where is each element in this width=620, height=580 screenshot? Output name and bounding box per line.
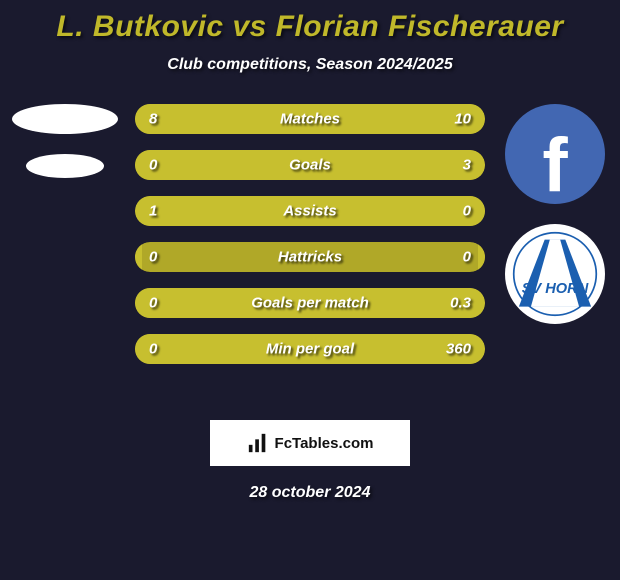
source-badge[interactable]: FcTables.com	[210, 420, 410, 466]
sv-horn-crest-icon: SV HORN	[512, 231, 598, 317]
stat-label: Goals per match	[251, 295, 369, 312]
player1-avatar-placeholder-1	[12, 104, 118, 134]
stat-right-value: 0	[463, 203, 471, 220]
stat-right-value: 0.3	[450, 295, 471, 312]
stat-row: 0 Hattricks 0	[135, 242, 485, 272]
stat-label: Goals	[289, 157, 331, 174]
stat-left-value: 0	[149, 341, 157, 358]
bar-fill-left	[135, 334, 142, 364]
stat-row: 0 Min per goal 360	[135, 334, 485, 364]
stat-left-value: 0	[149, 295, 157, 312]
facebook-icon: f	[542, 128, 567, 204]
comparison-title: L. Butkovic vs Florian Fischerauer	[0, 0, 620, 44]
stat-bars: 8 Matches 10 0 Goals 3 1 Assists 0 0 Hattricks 0 0 Go…	[135, 104, 485, 364]
bar-fill-left	[135, 288, 142, 318]
comparison-subtitle: Club competitions, Season 2024/2025	[0, 56, 620, 74]
stat-left-value: 0	[149, 249, 157, 266]
stat-row: 1 Assists 0	[135, 196, 485, 226]
bar-fill-left	[135, 242, 142, 272]
club-badge: SV HORN	[505, 224, 605, 324]
stat-right-value: 360	[446, 341, 471, 358]
stat-row: 0 Goals per match 0.3	[135, 288, 485, 318]
stat-row: 0 Goals 3	[135, 150, 485, 180]
stat-left-value: 8	[149, 111, 157, 128]
stat-left-value: 1	[149, 203, 157, 220]
stat-right-value: 0	[463, 249, 471, 266]
stat-row: 8 Matches 10	[135, 104, 485, 134]
club-badge-text: SV HORN	[522, 281, 589, 297]
bar-fill-left	[135, 150, 142, 180]
player1-avatar-placeholder-2	[26, 154, 104, 178]
stat-label: Min per goal	[266, 341, 354, 358]
stat-label: Hattricks	[278, 249, 342, 266]
stat-right-value: 3	[463, 157, 471, 174]
stat-label: Assists	[283, 203, 336, 220]
facebook-badge[interactable]: f	[505, 104, 605, 204]
bar-fill-right	[478, 242, 485, 272]
bar-fill-right	[478, 196, 485, 226]
left-player-column	[0, 104, 130, 178]
right-player-column: f SV HORN	[490, 104, 620, 324]
snapshot-date: 28 october 2024	[0, 484, 620, 502]
source-text: FcTables.com	[275, 435, 374, 452]
stat-label: Matches	[280, 111, 340, 128]
bar-fill-left	[135, 104, 146, 134]
comparison-main: 8 Matches 10 0 Goals 3 1 Assists 0 0 Hattricks 0 0 Go…	[0, 104, 620, 404]
chart-icon	[247, 432, 269, 454]
stat-left-value: 0	[149, 157, 157, 174]
stat-right-value: 10	[454, 111, 471, 128]
